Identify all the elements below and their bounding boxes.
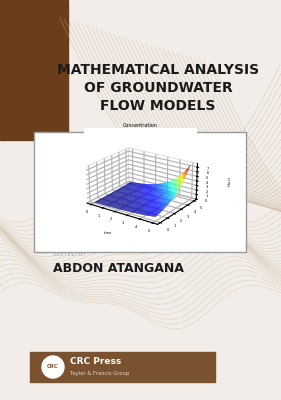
Title: Concentration: Concentration [123,123,158,128]
Text: Taylor & Francis Group: Taylor & Francis Group [70,370,129,376]
Text: ABDON ATANGANA: ABDON ATANGANA [53,262,184,276]
Bar [30,352,215,382]
X-axis label: time: time [103,230,112,234]
Text: EDITED BY: EDITED BY [53,252,86,258]
Text: FLOW MODELS: FLOW MODELS [100,99,216,113]
Text: MATHEMATICAL ANALYSIS: MATHEMATICAL ANALYSIS [57,63,259,77]
Bar [0,0,68,140]
Circle shape [42,356,64,378]
Text: OF GROUNDWATER: OF GROUNDWATER [84,81,232,95]
Text: CRC Press: CRC Press [70,356,121,366]
FancyBboxPatch shape [34,132,246,252]
Text: CRC: CRC [47,364,59,370]
